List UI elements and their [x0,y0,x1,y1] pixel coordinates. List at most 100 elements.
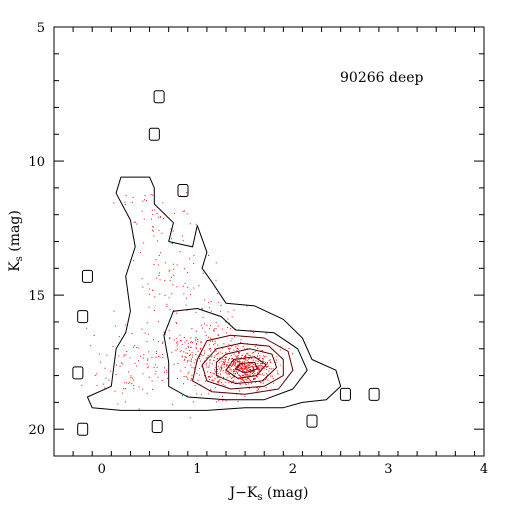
data-point [246,365,248,367]
data-point [143,242,145,244]
data-point [265,387,267,389]
data-point [186,361,188,363]
data-point [216,376,218,378]
data-point [225,400,227,402]
data-point [215,350,217,352]
data-point [146,363,148,365]
data-point [209,378,211,380]
data-point [154,209,156,211]
data-point [242,346,244,348]
data-point [223,362,225,364]
data-point [257,355,259,357]
data-point [233,372,235,374]
data-point [187,346,189,348]
data-point [195,337,197,339]
data-point [166,305,168,307]
x-axis-label-sub: s [257,492,262,503]
data-point [210,300,212,302]
data-point [128,382,130,384]
data-point [252,366,254,368]
data-point [216,401,218,403]
data-point [227,326,229,328]
data-point [208,348,210,350]
data-point [114,325,116,327]
data-point [186,309,188,311]
data-point [224,385,226,387]
data-point [159,356,161,358]
data-point [233,349,235,351]
data-point [210,389,212,391]
data-point [214,387,216,389]
data-point [196,372,198,374]
data-point [177,362,179,364]
data-point [133,346,135,348]
contour-level-1 [86,176,342,411]
data-point [142,388,144,390]
data-point [205,364,207,366]
data-point [242,361,244,363]
data-point [209,328,211,330]
data-point [228,343,230,345]
data-point [244,366,246,368]
data-point [226,364,228,366]
data-point [254,378,256,380]
data-point [223,364,225,366]
data-point [123,355,125,357]
data-point [252,371,254,373]
data-point [229,348,231,350]
data-point [142,373,144,375]
data-point [266,373,268,375]
data-point [234,363,236,365]
data-point [243,368,245,370]
contour-level-4 [201,342,284,390]
data-point [143,354,145,356]
data-point [164,279,166,281]
data-point [164,295,166,297]
data-point [246,375,248,377]
data-point [190,346,192,348]
data-point [214,342,216,344]
data-point [230,364,232,366]
data-point [205,380,207,382]
data-point [180,350,182,352]
data-point [158,255,160,257]
data-point [214,371,216,373]
data-point [266,363,268,365]
data-point [220,360,222,362]
data-point [225,358,227,360]
data-point [81,384,83,386]
data-point [195,359,197,361]
data-point [247,377,249,379]
data-point [243,365,245,367]
data-point [200,324,202,326]
data-point [185,304,187,306]
data-point [239,375,241,377]
data-point [185,297,187,299]
data-point [168,270,170,272]
data-point [206,324,208,326]
data-point [236,350,238,352]
data-point [257,366,259,368]
data-point [245,371,247,373]
data-point [150,218,152,220]
data-point [230,368,232,370]
data-point [240,381,242,383]
data-point [110,370,112,372]
data-point [252,352,254,354]
data-point [95,375,97,377]
data-point [246,353,248,355]
data-point [233,360,235,362]
data-point [228,359,230,361]
data-point [223,366,225,368]
data-point [240,363,242,365]
data-point [235,362,237,364]
data-point [113,310,115,312]
data-point [173,268,175,270]
data-point [245,383,247,385]
data-point [195,223,197,225]
data-point [251,371,253,373]
data-point [143,199,145,201]
data-point [106,354,108,356]
data-point [238,361,240,363]
data-point [214,340,216,342]
